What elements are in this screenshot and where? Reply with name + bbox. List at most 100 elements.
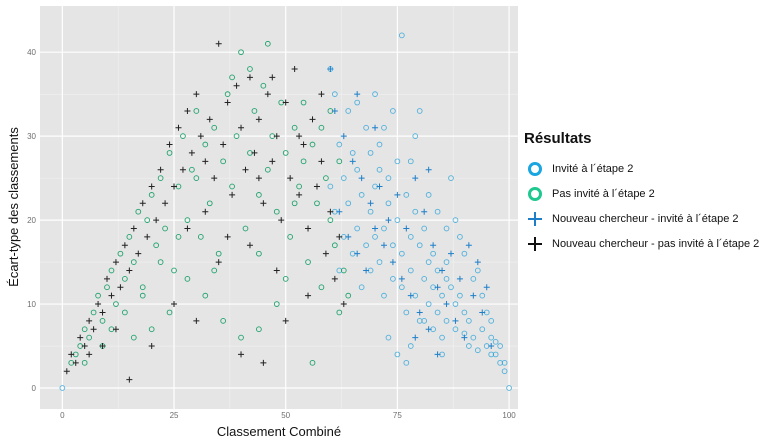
x-tick-label: 0 [60, 411, 65, 420]
scatter-point [282, 317, 289, 324]
y-tick-label: 30 [27, 132, 36, 141]
scatter-point [193, 317, 200, 324]
scatter-point [300, 158, 307, 165]
plot-panel [40, 6, 518, 409]
scatter-point [345, 233, 352, 240]
scatter-point [425, 166, 432, 173]
scatter-point [434, 284, 441, 291]
scatter-point [193, 175, 200, 181]
scatter-point [354, 250, 361, 257]
scatter-point [63, 368, 70, 375]
scatter-point [461, 309, 468, 316]
scatter-point [421, 317, 428, 324]
x-tick-label: 50 [281, 411, 290, 420]
scatter-point [269, 74, 276, 81]
scatter-point [247, 66, 253, 72]
scatter-point [215, 40, 222, 47]
scatter-point [264, 91, 271, 98]
scatter-point [336, 309, 343, 316]
scatter-point [358, 175, 365, 182]
scatter-point [238, 49, 244, 56]
scatter-point [197, 234, 204, 240]
scatter-point [331, 91, 338, 98]
scatter-point [296, 183, 302, 190]
scatter-point [412, 208, 419, 215]
y-tick-label: 40 [27, 48, 36, 57]
scatter-point [399, 32, 405, 39]
scatter-point [367, 200, 374, 207]
scatter-point [466, 317, 472, 324]
scatter-point [416, 108, 423, 114]
scatter-point [81, 343, 88, 350]
scatter-point [117, 250, 124, 257]
scatter-point [501, 368, 508, 375]
x-tick-label: 75 [393, 411, 402, 420]
scatter-point [407, 267, 414, 274]
scatter-point [166, 141, 173, 148]
scatter-point [506, 385, 512, 391]
scatter-point [291, 200, 298, 207]
scatter-point [108, 292, 115, 299]
scatter-point [439, 267, 446, 274]
scatter-point [171, 267, 177, 274]
scatter-point [108, 267, 115, 274]
scatter-point [260, 359, 267, 366]
scatter-point [501, 359, 508, 366]
scatter-point [135, 208, 142, 215]
scatter-point [318, 284, 325, 291]
scatter-point [323, 175, 329, 181]
scatter-point [68, 351, 75, 358]
scatter-point [367, 150, 374, 156]
scatter-point [358, 284, 365, 291]
scatter-point [322, 250, 329, 257]
scatter-point [180, 133, 186, 139]
scatter-point [202, 158, 209, 165]
scatter-point [189, 166, 195, 173]
series-group [59, 32, 512, 391]
scatter-point [443, 259, 450, 265]
scatter-point [488, 317, 495, 324]
scatter-point [206, 200, 213, 207]
scatter-point [407, 158, 414, 165]
scatter-point [99, 317, 106, 324]
scatter-point [229, 183, 235, 190]
scatter-point [95, 301, 102, 308]
scatter-point [385, 175, 392, 181]
series-group [327, 65, 495, 358]
scatter-point [385, 334, 392, 341]
scatter-point [215, 250, 222, 257]
series-group [63, 40, 347, 383]
scatter-point [488, 343, 495, 350]
scatter-point [255, 175, 262, 182]
scatter-point [202, 208, 209, 215]
scatter-point [331, 242, 338, 249]
scatter-point [372, 225, 379, 232]
scatter-point [394, 217, 401, 223]
scatter-point [421, 225, 428, 232]
scatter-point [130, 334, 137, 341]
scatter-point [211, 267, 218, 274]
scatter-point [345, 292, 352, 299]
scatter-point [255, 116, 262, 123]
scatter-point [296, 133, 303, 140]
scatter-point [175, 124, 182, 131]
scatter-point [390, 108, 396, 114]
scatter-point [466, 343, 472, 349]
scatter-point [251, 108, 258, 114]
scatter-point [363, 242, 369, 249]
scatter-point [148, 326, 155, 333]
scatter-point [144, 217, 151, 223]
scatter-point [403, 359, 410, 366]
scatter-point [448, 175, 454, 181]
scatter-point [220, 317, 227, 324]
scatter-point [148, 183, 155, 190]
scatter-point [340, 175, 347, 181]
scatter-point [381, 124, 387, 131]
scatter-point [398, 275, 405, 282]
scatter-point [144, 233, 151, 240]
scatter-point [416, 242, 423, 249]
data-points [59, 32, 512, 391]
scatter-point [390, 276, 396, 282]
scatter-point [95, 292, 101, 299]
